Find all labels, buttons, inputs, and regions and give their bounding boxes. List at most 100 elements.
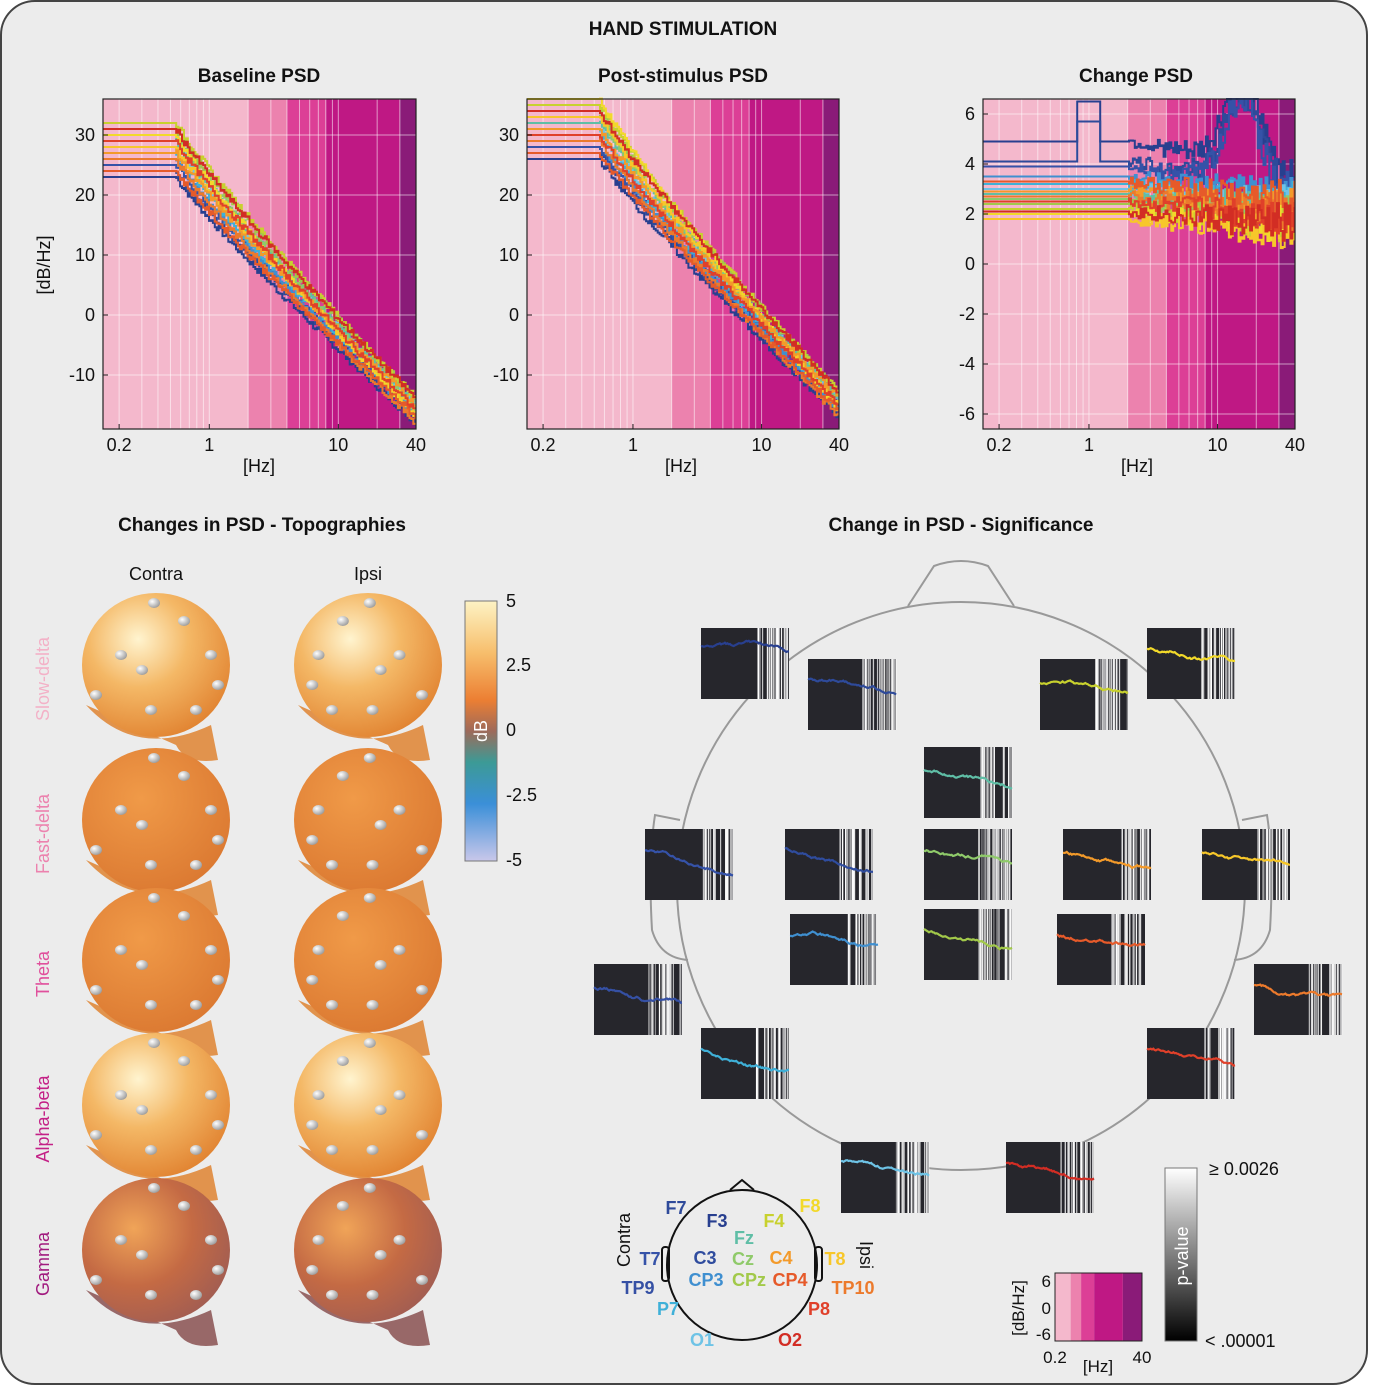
mini-panel-Cz <box>923 829 1013 900</box>
electrode-label-O1: O1 <box>690 1330 714 1350</box>
electrode-label-P8: P8 <box>808 1299 830 1319</box>
topo-neck <box>86 1290 218 1346</box>
significance-mini-panels <box>593 628 1343 1213</box>
electrode-label-Fz: Fz <box>734 1228 754 1248</box>
xtick-label: 10 <box>1208 435 1228 455</box>
electrode-dot <box>363 753 376 763</box>
electrode-dot <box>374 820 387 830</box>
mini-trace <box>1253 983 1343 997</box>
topo-scalp <box>82 748 230 892</box>
xtick-label: 1 <box>204 435 214 455</box>
cbar-tick-5: 5 <box>506 591 516 611</box>
ytick-label: 10 <box>499 245 519 265</box>
change-title: Change PSD <box>1079 66 1193 87</box>
ytick-label: 2 <box>965 204 975 224</box>
electrode-label-CP4: CP4 <box>772 1270 807 1290</box>
electrode-dot <box>416 1275 428 1285</box>
mini-trace <box>784 846 873 874</box>
electrode-dot <box>374 665 387 675</box>
electrode-label-Cz: Cz <box>732 1249 754 1269</box>
electrode-dot <box>366 705 379 715</box>
electrode-dot <box>336 911 349 921</box>
significance-title: Change in PSD - Significance <box>829 515 1094 536</box>
electrode-dot <box>145 1000 157 1010</box>
legend-x1: 0.2 <box>1043 1348 1067 1367</box>
electrode-dot <box>366 1145 379 1155</box>
electrode-dot <box>326 1290 338 1300</box>
electrode-dot <box>90 845 102 855</box>
electrode-dot <box>374 1250 387 1260</box>
legend-band-3 <box>1094 1273 1123 1341</box>
electrode-label-C4: C4 <box>769 1248 792 1268</box>
series-line-12 <box>527 128 840 397</box>
series-line-0 <box>103 176 417 426</box>
map-left-ear <box>661 1246 670 1282</box>
mini-trace <box>1146 1047 1236 1067</box>
electrode-dot <box>306 680 319 690</box>
electrode-dot <box>366 1000 379 1010</box>
pvalue-top: ≥ 0.0026 <box>1209 1159 1279 1179</box>
electrode-dot <box>178 1056 190 1066</box>
legend-band-0 <box>1055 1273 1071 1341</box>
mini-trace <box>807 677 897 696</box>
mini-trace <box>923 768 1013 790</box>
mini-panel-P7 <box>700 1028 790 1099</box>
electrode-label-F8: F8 <box>799 1196 820 1216</box>
topo-scalp <box>294 888 442 1032</box>
electrode-dot <box>145 1290 157 1300</box>
electrode-dot <box>393 650 406 660</box>
ytick-label: 30 <box>75 125 95 145</box>
electrode-dot <box>148 753 160 763</box>
ytick-label: -4 <box>959 354 975 374</box>
electrode-dot <box>393 805 406 815</box>
pvalue-bottom: < .00001 <box>1205 1331 1276 1351</box>
electrode-dot <box>136 1105 148 1115</box>
cbar-label: dB <box>471 720 491 742</box>
band-2 <box>286 99 326 429</box>
electrode-label-TP10: TP10 <box>831 1278 874 1298</box>
electrode-dot <box>136 960 148 970</box>
xtick-label: 0.2 <box>107 435 132 455</box>
band-4 <box>399 99 416 429</box>
electrode-dot <box>190 1000 202 1010</box>
topo-head <box>82 593 230 761</box>
xtick-label: 10 <box>328 435 348 455</box>
legend-y6: 6 <box>1042 1272 1051 1291</box>
band-row-label: Fast-delta <box>33 793 53 874</box>
band-4 <box>822 99 839 429</box>
mini-trace <box>644 849 734 877</box>
electrode-dot <box>312 1090 325 1100</box>
mini-trace <box>1201 851 1290 866</box>
electrode-dot <box>306 975 319 985</box>
electrode-dot <box>205 805 217 815</box>
electrode-dot <box>148 893 160 903</box>
band-row-label: Alpha-beta <box>33 1074 53 1162</box>
mini-trace <box>789 930 879 948</box>
electrode-dot <box>212 1265 224 1275</box>
electrode-dot <box>336 1056 349 1066</box>
mini-panel-bg <box>785 829 873 900</box>
xtick-label: 40 <box>406 435 426 455</box>
legend-xlabel: [Hz] <box>1083 1357 1113 1376</box>
baseline-title: Baseline PSD <box>198 66 321 87</box>
electrode-label-TP9: TP9 <box>621 1278 654 1298</box>
legend-border <box>1054 1272 1143 1342</box>
xtick-label: 40 <box>829 435 849 455</box>
plot-border <box>102 98 417 430</box>
electrode-dot <box>393 1090 406 1100</box>
electrode-dot <box>326 705 338 715</box>
electrode-dot <box>212 835 224 845</box>
electrode-dot <box>190 705 202 715</box>
series-line-14 <box>527 152 840 411</box>
topo-scalp <box>82 888 230 1032</box>
cbar-tick-minus-2-5: -2.5 <box>506 785 537 805</box>
mini-panel-TP9 <box>593 964 683 1035</box>
electrode-dot <box>90 985 102 995</box>
xtick-label: 40 <box>1285 435 1305 455</box>
cbar-tick-2-5: 2.5 <box>506 655 531 675</box>
mini-panel-C4 <box>1062 829 1152 900</box>
legend-ym6: -6 <box>1036 1325 1051 1344</box>
mini-panel-F3 <box>700 628 790 699</box>
series-line-13 <box>527 138 840 417</box>
